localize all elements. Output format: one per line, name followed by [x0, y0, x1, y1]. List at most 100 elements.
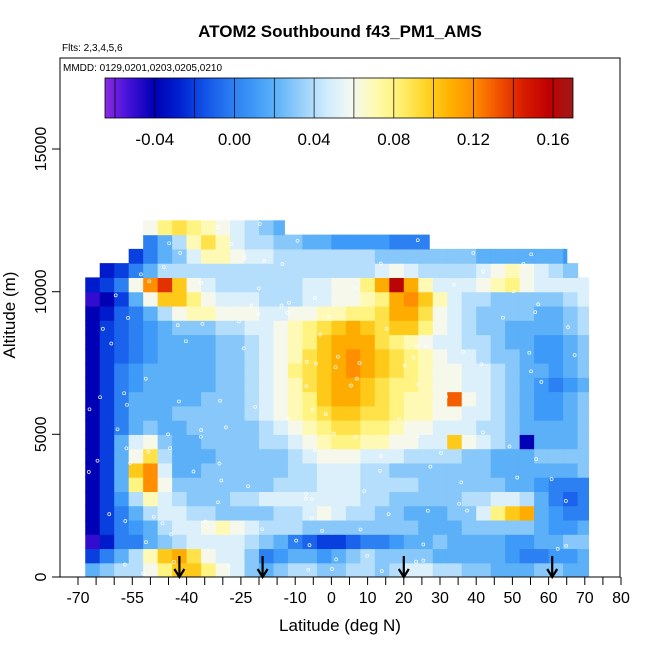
heatmap-cell — [534, 263, 550, 278]
heatmap-cell — [577, 548, 590, 564]
sample-point — [191, 469, 196, 474]
heatmap-cell — [244, 248, 260, 264]
heatmap-cell — [403, 562, 419, 577]
heatmap-cell — [331, 248, 347, 264]
sample-point — [481, 269, 486, 274]
heatmap-cell — [85, 391, 101, 407]
heatmap-cell — [287, 391, 304, 407]
sample-point — [515, 475, 520, 480]
heatmap-cell — [128, 248, 144, 264]
sample-point — [177, 399, 181, 404]
heatmap-cell — [201, 462, 217, 478]
heatmap-cell — [201, 248, 217, 264]
heatmap-cell — [374, 248, 390, 264]
heatmap-cell — [114, 363, 130, 378]
sample-point — [175, 323, 180, 327]
heatmap-cell — [273, 320, 289, 336]
heatmap-cell — [447, 505, 463, 521]
heatmap-cell — [186, 434, 202, 450]
heatmap-cell — [374, 348, 390, 364]
heatmap-cell — [577, 434, 590, 450]
heatmap-cell — [230, 248, 246, 264]
heatmap-cell — [302, 405, 318, 421]
heatmap-cell — [534, 548, 550, 564]
heatmap-cell — [302, 263, 318, 278]
heatmap-cell — [534, 505, 550, 521]
heatmap-cell — [476, 462, 492, 478]
heatmap-cell — [273, 562, 289, 577]
heatmap-cell — [461, 348, 477, 364]
heatmap-cell — [418, 263, 434, 278]
heatmap-cell — [519, 320, 535, 336]
heatmap-cell — [403, 519, 419, 535]
heatmap-cell — [186, 519, 202, 535]
heatmap-cell — [302, 348, 318, 364]
heatmap-cell — [186, 220, 202, 236]
heatmap-cell — [215, 305, 231, 321]
heatmap-cells — [85, 220, 590, 577]
heatmap-cell — [374, 291, 390, 307]
heatmap-cell — [85, 534, 101, 550]
heatmap-cell — [85, 562, 101, 577]
heatmap-cell — [259, 405, 275, 421]
sample-point — [143, 376, 148, 381]
heatmap-cell — [534, 334, 550, 350]
heatmap-cell — [172, 220, 188, 236]
heatmap-cell — [374, 263, 390, 278]
sample-point — [355, 376, 359, 381]
heatmap-cell — [490, 434, 506, 450]
heatmap-cell — [432, 491, 448, 507]
sample-point — [411, 355, 416, 360]
heatmap-cell — [418, 405, 434, 421]
heatmap-cell — [490, 291, 506, 307]
heatmap-cell — [418, 462, 434, 478]
heatmap-cell — [143, 434, 159, 450]
sample-point — [249, 303, 254, 308]
heatmap-cell — [215, 363, 231, 378]
heatmap-cell — [476, 334, 492, 350]
heatmap-cell — [418, 348, 434, 364]
heatmap-cell — [403, 277, 419, 293]
sample-point — [527, 350, 532, 355]
heatmap-cell — [172, 263, 188, 278]
heatmap-cell — [519, 548, 535, 564]
heatmap-cell — [490, 305, 506, 321]
heatmap-cell — [273, 420, 289, 435]
sample-point — [304, 491, 308, 496]
heatmap-cell — [461, 334, 477, 350]
sample-point — [534, 457, 539, 461]
heatmap-cell — [490, 534, 506, 550]
heatmap-cell — [143, 305, 159, 321]
heatmap-cell — [114, 434, 130, 450]
heatmap-cell — [128, 348, 144, 364]
heatmap-cell — [418, 477, 434, 492]
heatmap-cell — [534, 320, 550, 336]
heatmap-cell — [476, 562, 492, 577]
heatmap-cell — [548, 519, 564, 535]
heatmap-cell — [418, 248, 434, 264]
heatmap-cell — [143, 477, 159, 492]
heatmap-cell — [461, 391, 477, 407]
heatmap-cell — [302, 291, 318, 307]
heatmap-cell — [114, 477, 130, 492]
heatmap-cell — [548, 305, 564, 321]
heatmap-cell — [534, 534, 550, 550]
sample-point — [122, 391, 126, 396]
heatmap-cell — [99, 263, 115, 278]
flights-label: Flts: 2,3,4,5,6 — [62, 43, 123, 54]
sample-point — [501, 315, 505, 320]
heatmap-cell — [519, 405, 535, 421]
heatmap-cell — [461, 477, 477, 492]
x-tick-label: 60 — [540, 590, 558, 607]
heatmap-cell — [577, 562, 590, 577]
sample-point — [167, 241, 171, 246]
heatmap-cell — [215, 391, 231, 407]
heatmap-cell — [403, 505, 419, 521]
sample-point — [161, 265, 166, 269]
heatmap-cell — [273, 391, 289, 407]
heatmap-cell — [157, 248, 173, 264]
heatmap-cell — [230, 320, 246, 336]
heatmap-cell — [244, 519, 260, 535]
heatmap-cell — [505, 519, 521, 535]
heatmap-cell — [360, 377, 376, 393]
